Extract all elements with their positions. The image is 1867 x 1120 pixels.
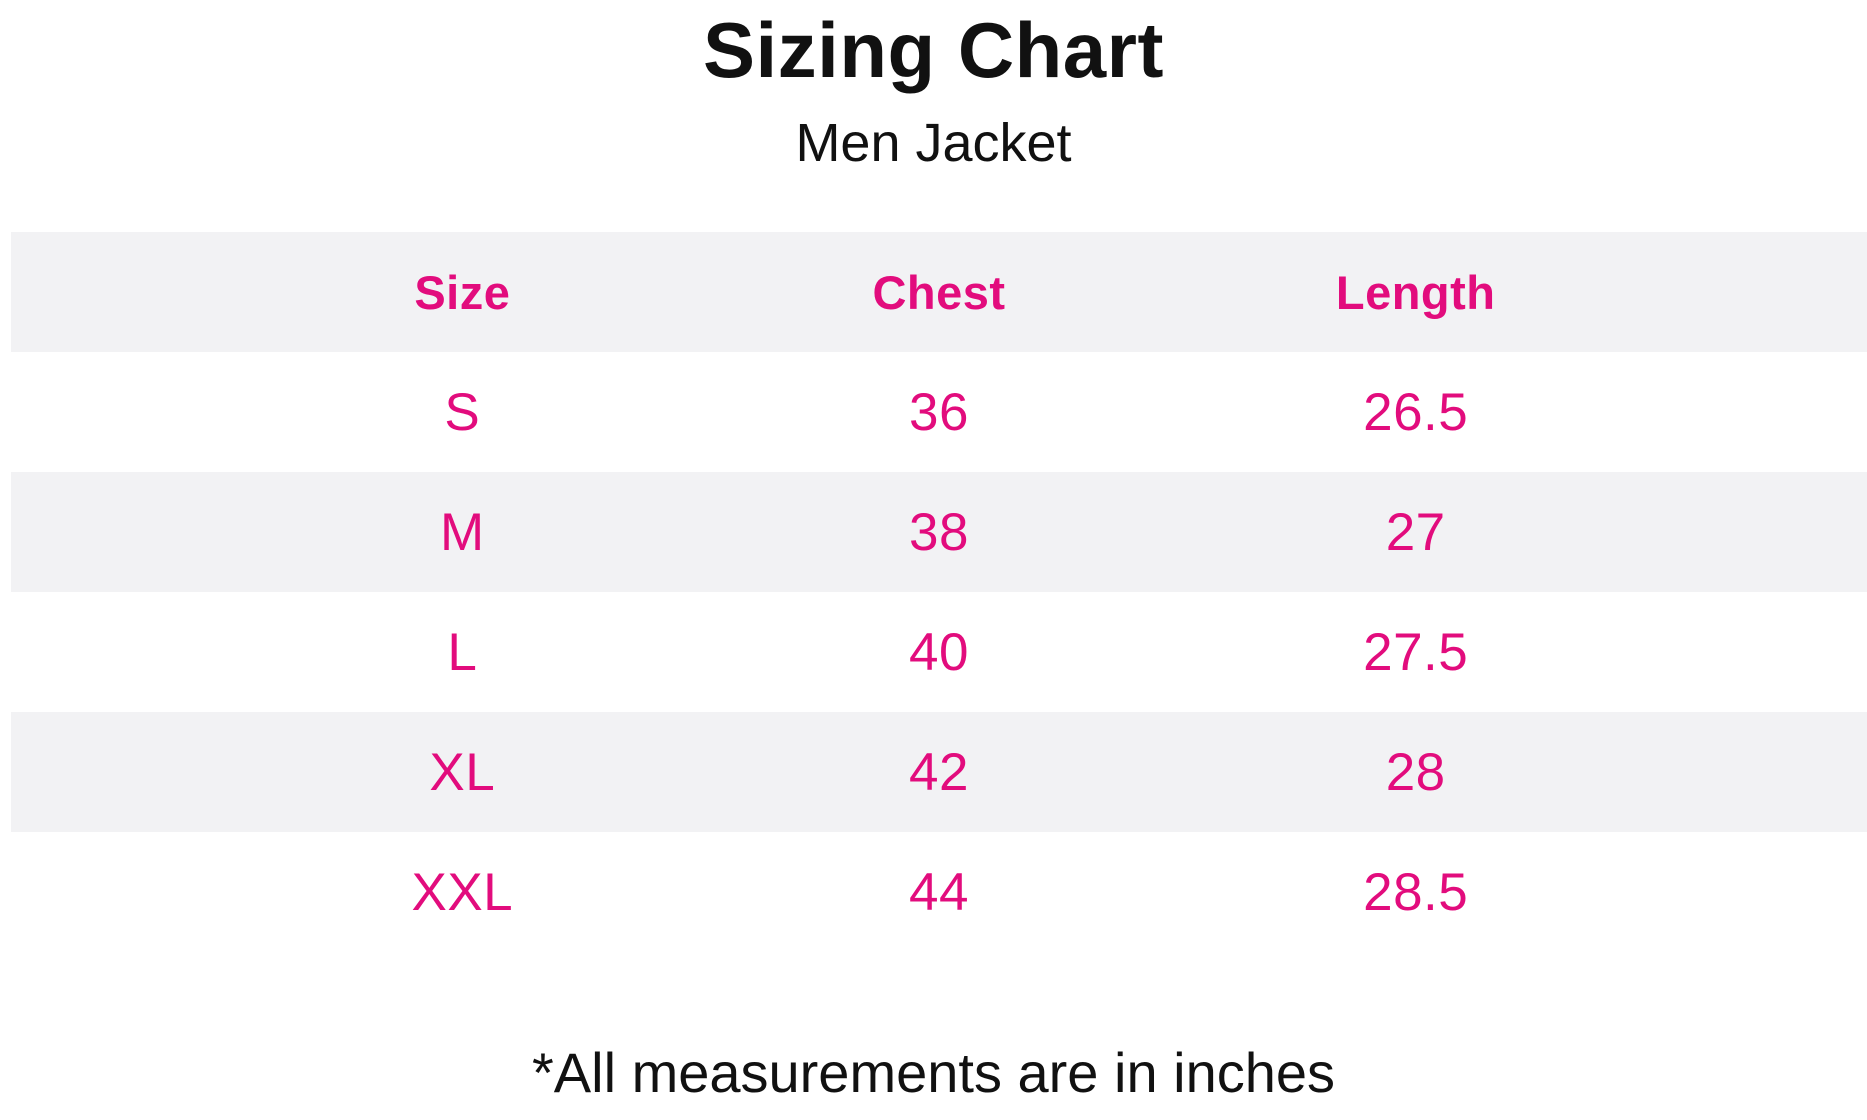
sizing-table: Size Chest Length S 36 26.5 M 38 27 L 40 — [0, 232, 1867, 952]
column-header-chest: Chest — [872, 265, 1006, 319]
cell-chest: 36 — [909, 382, 969, 442]
cell-size: XXL — [411, 862, 514, 922]
sizing-chart-page: Sizing Chart Men Jacket Size Chest Lengt… — [0, 6, 1867, 1105]
table-row-s: S 36 26.5 — [11, 352, 1867, 472]
cell-size: M — [440, 502, 485, 562]
cell-chest: 42 — [909, 742, 969, 802]
page-title: Sizing Chart — [702, 6, 1164, 94]
table-header-inner: Size Chest Length — [224, 265, 1654, 320]
table-header-row: Size Chest Length — [11, 232, 1867, 353]
cell-length: 28.5 — [1363, 862, 1469, 922]
table-row-inner: S 36 26.5 — [224, 382, 1654, 443]
cell-length: 28 — [1385, 742, 1446, 802]
table-row-inner: L 40 27.5 — [224, 622, 1654, 683]
cell-size: S — [444, 382, 481, 442]
table-row-inner: XL 42 28 — [224, 742, 1654, 803]
cell-chest: 38 — [909, 502, 969, 562]
table-row-xxl: XXL 44 28.5 — [11, 832, 1867, 952]
column-header-size: Size — [414, 265, 511, 319]
table-row-xl: XL 42 28 — [11, 712, 1867, 833]
measurements-footnote: *All measurements are in inches — [531, 1041, 1336, 1105]
cell-chest: 40 — [909, 622, 969, 682]
table-row-inner: M 38 27 — [224, 502, 1654, 563]
cell-size: L — [447, 622, 478, 682]
table-row-l: L 40 27.5 — [11, 592, 1867, 712]
table-row-m: M 38 27 — [11, 472, 1867, 593]
cell-size: XL — [429, 742, 496, 802]
page-subtitle: Men Jacket — [795, 112, 1072, 173]
column-header-length: Length — [1335, 265, 1496, 319]
cell-length: 27.5 — [1363, 622, 1469, 682]
table-row-inner: XXL 44 28.5 — [224, 862, 1654, 923]
cell-chest: 44 — [909, 862, 969, 922]
cell-length: 27 — [1385, 502, 1446, 562]
cell-length: 26.5 — [1363, 382, 1469, 442]
